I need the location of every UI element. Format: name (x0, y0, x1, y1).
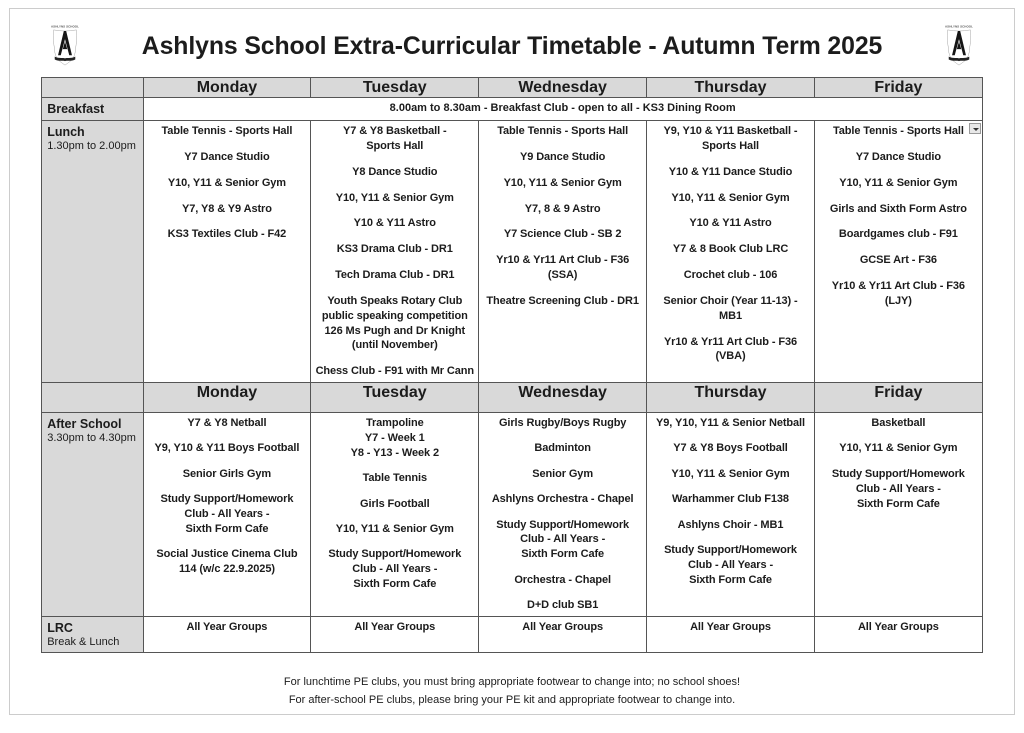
svg-text:ASHLYNS SCHOOL: ASHLYNS SCHOOL (945, 25, 973, 29)
svg-text:ASHLYNS SCHOOL: ASHLYNS SCHOOL (51, 25, 79, 29)
